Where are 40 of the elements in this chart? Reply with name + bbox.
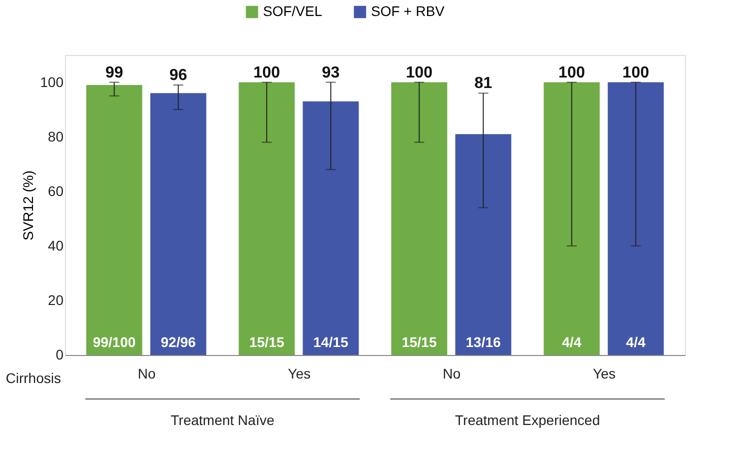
data-label: 99	[105, 64, 124, 82]
legend-label: SOF + RBV	[371, 3, 446, 19]
annotation: 15/15	[249, 334, 284, 350]
annotation: 13/16	[466, 334, 501, 350]
data-label: 96	[169, 67, 188, 84]
x-tick-label: No	[442, 366, 461, 382]
data-label: 100	[558, 64, 586, 82]
bar	[238, 82, 295, 355]
bar	[391, 82, 448, 355]
x-tick-label: Yes	[592, 366, 616, 382]
legend-label: SOF/VEL	[263, 3, 322, 19]
annotation: 4/4	[626, 334, 646, 350]
bar	[150, 93, 206, 355]
text: Cirrhosis	[6, 370, 61, 386]
data-label: 93	[322, 64, 340, 82]
text: Treatment Naïve	[170, 412, 275, 428]
bar	[544, 82, 600, 355]
bar	[86, 85, 142, 355]
y-tick-label: 20	[48, 292, 64, 308]
annotation: 99/100	[92, 334, 136, 350]
annotation: 14/15	[313, 334, 348, 350]
annotation: 15/15	[402, 334, 437, 350]
data-label: 100	[406, 64, 433, 82]
y-tick-label: 0	[56, 346, 64, 362]
y-axis-title: SVR12 (%)	[20, 170, 36, 241]
annotation: 4/4	[562, 334, 582, 350]
data-label: 100	[253, 64, 280, 82]
bar	[455, 134, 512, 355]
y-tick-label: 60	[48, 182, 64, 199]
data-label: 100	[622, 64, 650, 82]
bar	[302, 101, 359, 355]
x-tick-label: No	[138, 366, 156, 382]
text: Treatment Experienced	[455, 412, 600, 428]
y-tick-label: 100	[40, 74, 64, 90]
bar	[608, 82, 664, 355]
data-label: 81	[474, 75, 492, 92]
y-tick-label: 40	[48, 237, 64, 254]
x-tick-label: Yes	[288, 366, 311, 382]
y-tick-label: 80	[48, 128, 64, 144]
annotation: 92/96	[160, 334, 196, 350]
